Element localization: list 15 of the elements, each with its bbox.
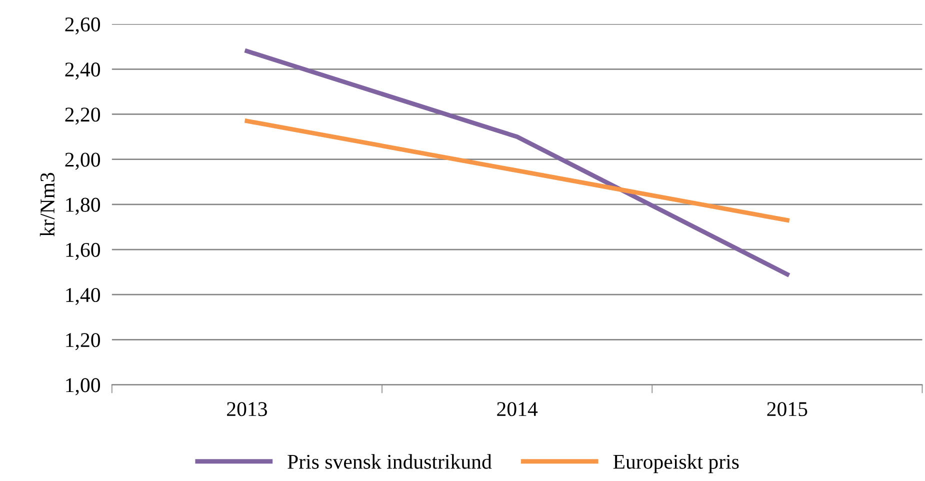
x-tick-label: 2014 (497, 402, 538, 416)
y-tick-label: 1,00 (66, 378, 100, 396)
legend-label: Pris svensk industrikund (288, 454, 492, 469)
y-tick-label: 1,20 (66, 333, 100, 350)
y-tick-label: 2,20 (65, 108, 100, 125)
x-tick-label: 2015 (767, 402, 808, 416)
legend-label: Europeiskt pris (613, 454, 739, 474)
y-tick-label: 1,80 (66, 198, 100, 215)
y-tick-label: 1,40 (66, 288, 100, 306)
y-tick-label: 2,00 (65, 152, 100, 170)
y-tick-label: 2,60 (65, 17, 100, 34)
x-tick-label: 2013 (227, 402, 267, 416)
y-axis-title: kr/Nm3 (40, 172, 55, 236)
y-tick-label: 2,40 (65, 62, 100, 80)
y-tick-label: 1,60 (66, 242, 100, 260)
